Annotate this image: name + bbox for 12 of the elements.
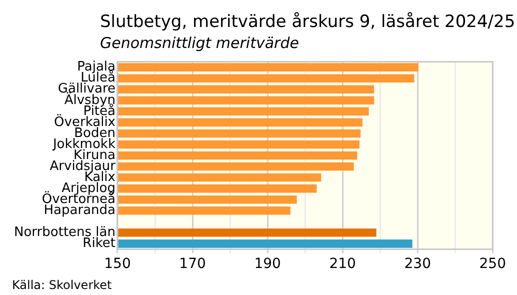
x-tick-label: 150 <box>104 256 131 272</box>
y-tick-label: Haparanda <box>44 202 116 218</box>
x-tick-label: 210 <box>329 256 356 272</box>
x-tick-label: 230 <box>404 256 431 272</box>
x-tick-label: 190 <box>254 256 281 272</box>
y-tick-label: Arvidsjaur <box>50 158 116 174</box>
y-tick-label: Jokkmokk <box>52 136 116 152</box>
x-tick-label: 250 <box>479 256 506 272</box>
text: Källa: Skolverket <box>12 278 112 292</box>
chart-title: Slutbetyg, meritvärde årskurs 9, läsåret 2024/25 <box>100 12 516 32</box>
x-tick-label: 170 <box>179 256 206 272</box>
chart-subtitle: Genomsnittligt meritvärde <box>100 34 299 52</box>
